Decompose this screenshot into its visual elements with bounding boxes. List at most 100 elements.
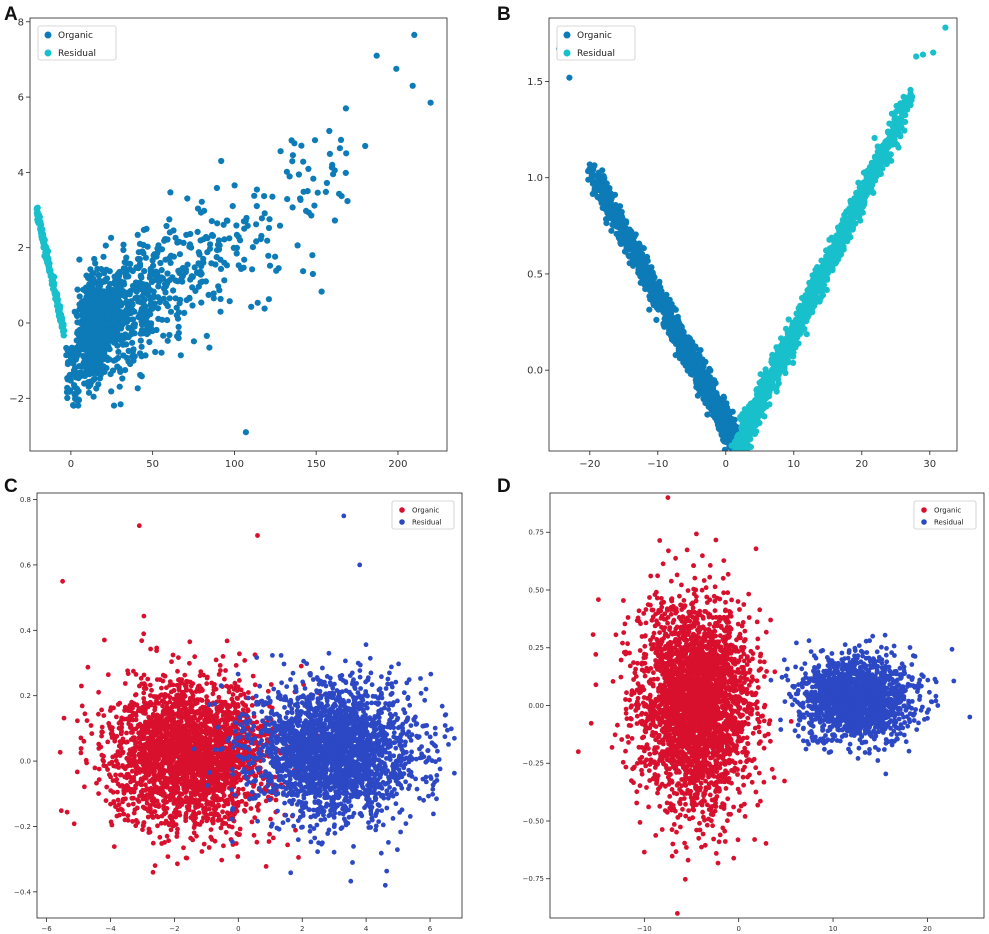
scatter-point <box>634 259 641 266</box>
scatter-point <box>821 275 828 282</box>
scatter-point <box>639 276 646 283</box>
scatter-point <box>198 198 205 205</box>
scatter-point <box>123 307 130 315</box>
scatter-point <box>647 287 654 294</box>
scatter-point <box>298 142 305 149</box>
scatter-point <box>864 189 872 196</box>
scatter-point <box>226 235 233 242</box>
scatter-point <box>607 200 614 207</box>
scatter-point <box>129 339 136 346</box>
scatter-point <box>773 388 780 395</box>
scatter-point <box>119 375 126 382</box>
scatter-point <box>736 442 743 449</box>
scatter-point <box>140 226 147 233</box>
scatter-point <box>650 302 657 309</box>
scatter-point <box>266 262 274 269</box>
panel-a-series-organic <box>63 31 434 436</box>
scatter-point <box>214 247 221 254</box>
scatter-point <box>130 346 137 353</box>
scatter-point <box>125 347 132 355</box>
scatter-point <box>208 260 215 267</box>
scatter-point <box>191 264 198 271</box>
scatter-point <box>322 188 329 195</box>
scatter-point <box>790 359 797 366</box>
scatter-point <box>823 261 830 268</box>
scatter-point <box>852 213 860 221</box>
panel-a-x-tick-label: 50 <box>146 459 159 470</box>
scatter-point <box>836 236 843 243</box>
scatter-point <box>684 351 692 358</box>
scatter-point <box>707 367 714 374</box>
scatter-point <box>110 336 117 343</box>
scatter-point <box>699 382 706 389</box>
scatter-point <box>104 334 111 342</box>
scatter-point <box>129 316 137 323</box>
scatter-point <box>97 338 104 345</box>
scatter-point <box>799 294 806 302</box>
scatter-point <box>189 284 196 291</box>
scatter-point <box>803 331 810 338</box>
scatter-point <box>100 363 107 370</box>
scatter-point <box>208 827 214 832</box>
scatter-point <box>892 116 900 123</box>
scatter-point <box>742 416 749 423</box>
scatter-point <box>89 365 96 372</box>
scatter-point <box>120 281 128 288</box>
scatter-point <box>689 369 696 376</box>
scatter-point <box>241 256 248 263</box>
scatter-point <box>167 259 174 266</box>
scatter-point <box>106 327 114 334</box>
scatter-point <box>139 248 146 255</box>
scatter-point <box>289 204 296 211</box>
scatter-point <box>98 317 105 324</box>
scatter-point <box>97 354 105 361</box>
panel-a-legend-marker-residual <box>44 49 52 57</box>
scatter-point <box>134 255 142 263</box>
scatter-point <box>90 287 97 294</box>
scatter-point <box>233 222 240 229</box>
scatter-point <box>737 451 743 457</box>
scatter-point <box>760 399 767 406</box>
scatter-point <box>835 225 843 232</box>
scatter-point <box>187 276 194 283</box>
scatter-point <box>685 334 692 341</box>
panel-b-legend-marker-organic <box>563 31 571 39</box>
scatter-point <box>675 345 682 352</box>
scatter-point <box>123 254 130 261</box>
scatter-point <box>89 370 96 377</box>
panel-b-x-tick-label: 0 <box>723 459 729 470</box>
scatter-point <box>226 298 233 305</box>
scatter-point <box>164 337 171 344</box>
scatter-point <box>843 230 850 238</box>
scatter-point <box>857 217 864 224</box>
scatter-point <box>154 270 161 277</box>
scatter-point <box>603 205 610 212</box>
scatter-point <box>714 398 721 405</box>
scatter-point <box>111 311 118 318</box>
scatter-point <box>134 385 141 392</box>
scatter-point <box>138 353 145 360</box>
scatter-point <box>830 260 837 267</box>
scatter-point <box>205 291 212 298</box>
scatter-point <box>207 241 214 248</box>
scatter-point <box>208 218 215 225</box>
scatter-point <box>893 129 900 136</box>
scatter-point <box>92 260 99 267</box>
scatter-point <box>102 242 109 249</box>
scatter-point <box>906 93 913 100</box>
scatter-point <box>868 176 875 183</box>
scatter-point <box>141 268 148 275</box>
scatter-point <box>653 280 660 287</box>
scatter-point <box>828 250 835 258</box>
scatter-point <box>134 294 141 301</box>
scatter-point <box>220 221 227 228</box>
scatter-point <box>702 377 709 384</box>
scatter-point <box>206 344 213 351</box>
scatter-point <box>139 293 146 300</box>
scatter-point <box>108 234 115 241</box>
scatter-point <box>427 99 434 106</box>
scatter-point <box>642 286 649 293</box>
panel-label-c: C <box>4 476 18 497</box>
scatter-point <box>261 210 268 217</box>
